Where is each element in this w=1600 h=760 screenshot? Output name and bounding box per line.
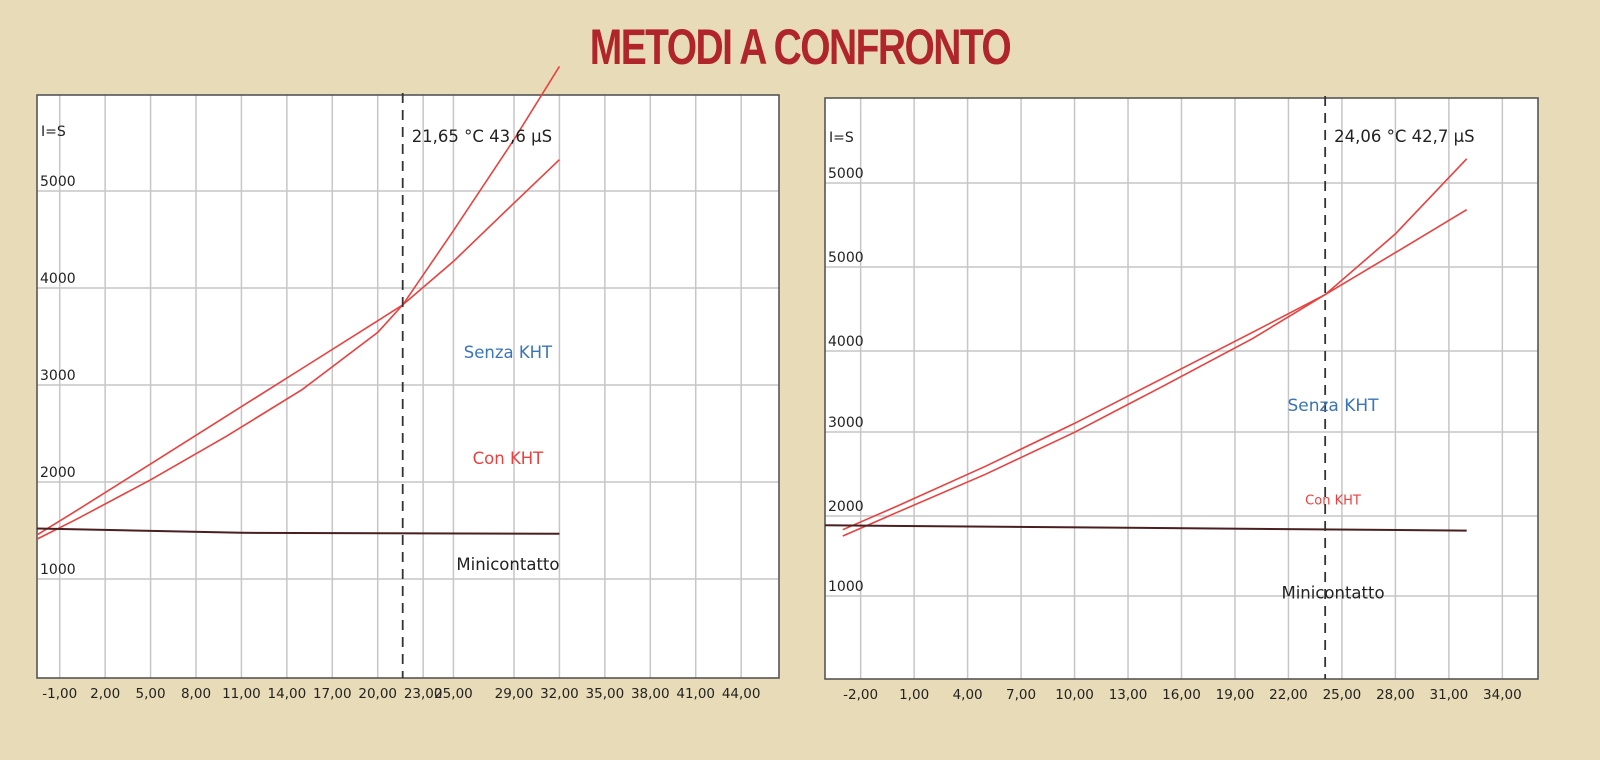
series-label-senza-kht: Senza KHT [464, 343, 553, 362]
x-tick-label: 31,00 [1430, 687, 1469, 703]
x-tick-label: 2,00 [90, 686, 120, 702]
x-tick-label: 4,00 [953, 687, 983, 703]
plot-frame [36, 94, 780, 679]
page-title: METODI A CONFRONTO [589, 19, 1012, 75]
x-tick-label: 8,00 [181, 686, 211, 702]
x-tick-label: 7,00 [1006, 687, 1036, 703]
x-tick-label: 1,00 [899, 687, 929, 703]
y-tick-label: 3000 [828, 415, 864, 431]
series-label-minicontatto: Minicontatto [1281, 584, 1384, 603]
marker-label: 24,06 °C 42,7 µS [1334, 127, 1474, 146]
x-tick-label: 23,00 [404, 686, 443, 702]
y-tick-label: 5000 [40, 174, 76, 190]
series-label-senza-kht: Senza KHT [1287, 396, 1379, 416]
y-tick-label: 5000 [828, 166, 864, 182]
series-line-con-kht [842, 158, 1468, 537]
marker-label: 21,65 °C 43,6 µS [412, 127, 552, 146]
x-tick-label: 32,00 [540, 686, 579, 702]
y-tick-label: 3000 [40, 368, 76, 384]
chart-right: I=S 1000 2000 3000 4000 5000 5000 -2,00 1,00 4,00… [824, 96, 1539, 703]
x-tick-label: 41,00 [676, 686, 715, 702]
x-tick-label: 11,00 [222, 686, 261, 702]
x-tick-label: -2,00 [843, 687, 878, 703]
y-tick-label: 1000 [40, 562, 76, 578]
y-tick-label: 2000 [40, 465, 76, 481]
y-axis-label: I=S [41, 124, 66, 140]
series-label-con-kht: Con KHT [1305, 494, 1361, 509]
x-tick-label: 25,00 [434, 686, 473, 702]
series-line-senza-kht [36, 159, 560, 536]
chart-left: I=S 1000 2000 3000 4000 5000 -1,00 2,00 5,00 8,00… [36, 65, 780, 702]
x-tick-label: 14,00 [268, 686, 307, 702]
x-tick-label: 13,00 [1109, 687, 1148, 703]
x-tick-label: 35,00 [586, 686, 625, 702]
y-tick-label: 4000 [828, 334, 864, 350]
x-tick-label: -1,00 [42, 686, 77, 702]
plot-area [37, 95, 779, 678]
series-line-con-kht [36, 65, 561, 540]
series-line-senza-kht [842, 209, 1468, 531]
y-tick-label: 2000 [828, 499, 864, 515]
x-tick-label: 22,00 [1269, 687, 1308, 703]
x-tick-label: 25,00 [1323, 687, 1362, 703]
x-tick-label: 19,00 [1216, 687, 1255, 703]
x-tick-label: 38,00 [631, 686, 670, 702]
x-tick-label: 28,00 [1376, 687, 1415, 703]
x-tick-label: 44,00 [722, 686, 761, 702]
y-axis-label: I=S [829, 130, 854, 146]
x-tick-label: 20,00 [358, 686, 397, 702]
x-tick-label: 16,00 [1162, 687, 1201, 703]
series-line-minicontatto [824, 524, 1467, 532]
y-tick-label: 5000 [828, 250, 864, 266]
x-tick-label: 17,00 [313, 686, 352, 702]
series-label-con-kht: Con KHT [473, 449, 545, 468]
y-tick-label: 1000 [828, 579, 864, 595]
series-label-minicontatto: Minicontatto [456, 555, 559, 574]
y-tick-label: 4000 [40, 271, 76, 287]
plot-frame [824, 97, 1539, 680]
x-tick-label: 10,00 [1055, 687, 1094, 703]
x-tick-label: 5,00 [136, 686, 166, 702]
series-line-minicontatto [36, 527, 560, 535]
x-tick-label: 29,00 [495, 686, 534, 702]
x-tick-label: 34,00 [1483, 687, 1522, 703]
